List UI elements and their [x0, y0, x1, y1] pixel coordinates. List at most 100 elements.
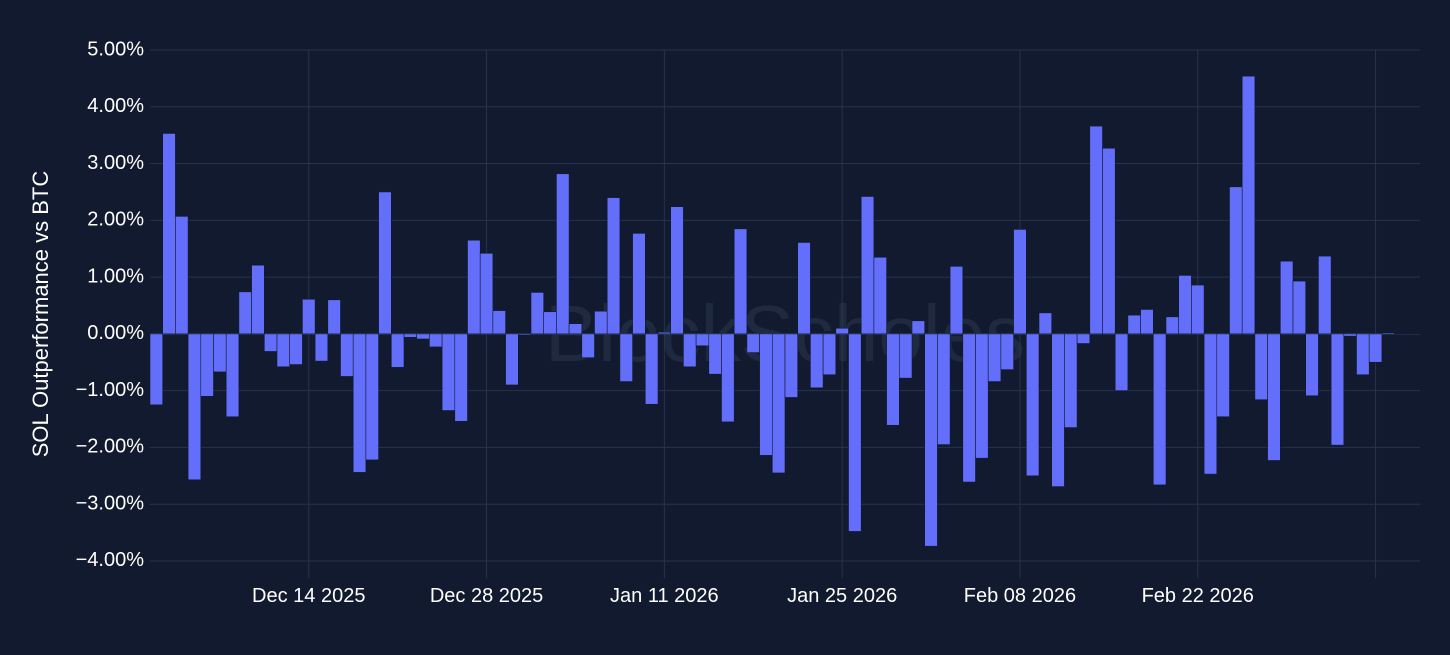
bar [416, 333, 430, 340]
bars [149, 75, 1421, 547]
bar [1203, 333, 1218, 475]
bar [543, 311, 557, 335]
y-tick-label: 2.00% [87, 209, 144, 231]
y-tick-label: −4.00% [76, 549, 145, 571]
bar [759, 333, 773, 456]
bar [213, 333, 227, 373]
bar [403, 333, 417, 338]
y-tick-label: 1.00% [87, 265, 144, 287]
bar [276, 333, 290, 368]
x-tick-label: Jan 11 2026 [610, 585, 719, 607]
bar [835, 327, 849, 335]
bar [1013, 229, 1027, 335]
bar [860, 196, 875, 335]
bar [517, 333, 532, 336]
bar [1267, 333, 1281, 461]
bar [1026, 333, 1040, 477]
bar [594, 310, 608, 335]
bar [746, 333, 760, 353]
bar [1292, 280, 1306, 335]
bar [873, 256, 887, 335]
bar [1305, 333, 1319, 397]
bar [1381, 332, 1395, 335]
bar [390, 333, 405, 368]
bar [238, 291, 252, 335]
bar [225, 333, 240, 418]
bar [683, 333, 697, 368]
x-tick-label: Dec 28 2025 [430, 585, 543, 607]
bar [606, 197, 621, 335]
bar [556, 173, 570, 335]
bar [670, 206, 684, 335]
y-axis-title: SOL Outperformance vs BTC [28, 171, 53, 458]
bar [1343, 333, 1357, 337]
bar [1229, 186, 1243, 335]
bar [810, 333, 824, 389]
y-tick-label: −3.00% [76, 492, 145, 514]
bar [962, 333, 976, 483]
bar [314, 333, 329, 362]
bar [1280, 260, 1294, 335]
bar [340, 333, 354, 377]
y-tick-label: −2.00% [76, 436, 145, 458]
bar [175, 216, 189, 335]
bar [708, 333, 722, 375]
x-tick-label: Jan 25 2026 [787, 585, 897, 607]
bar [657, 331, 671, 335]
bar [530, 292, 544, 335]
bar [632, 233, 646, 335]
bar [695, 333, 710, 347]
bar [1064, 333, 1078, 428]
bar [644, 333, 659, 405]
bar [771, 333, 786, 474]
bar [784, 333, 798, 398]
bar [1254, 333, 1268, 401]
bar [1165, 316, 1179, 335]
bar [1076, 333, 1091, 344]
bar [1216, 333, 1230, 418]
bar [581, 333, 595, 359]
bar [733, 228, 748, 335]
bar [327, 299, 341, 335]
bar [1000, 333, 1014, 370]
x-tick-label: Feb 22 2026 [1142, 585, 1254, 607]
bar [200, 333, 214, 397]
bar [1407, 333, 1421, 335]
bar [898, 333, 913, 379]
bar [479, 252, 494, 335]
bar [1127, 314, 1141, 335]
bar [454, 333, 468, 422]
bar [1241, 75, 1256, 335]
bar [1114, 333, 1129, 391]
bar [187, 333, 202, 481]
bar [797, 242, 811, 335]
bar [822, 333, 837, 376]
bar [949, 266, 964, 335]
bar [162, 133, 176, 335]
bar [263, 333, 278, 352]
bar [365, 333, 379, 461]
bar [1318, 255, 1332, 335]
y-tick-label: 3.00% [87, 152, 144, 174]
bar [924, 333, 938, 547]
bar [1038, 312, 1052, 335]
bar [619, 333, 633, 382]
bar [149, 333, 163, 406]
bar [1051, 333, 1065, 487]
bar [467, 239, 481, 335]
bar [251, 264, 265, 335]
bar [1191, 284, 1205, 335]
bar [987, 333, 1002, 382]
x-axis-ticks: Dec 14 2025 Dec 28 2025 Jan 11 2026 Jan 25 … [252, 585, 1254, 607]
bar [1153, 333, 1167, 486]
bar [352, 333, 367, 473]
bar [937, 333, 951, 445]
bar [378, 191, 392, 335]
y-tick-label: −1.00% [76, 379, 145, 401]
bar [848, 333, 862, 532]
y-axis-ticks: 5.00% 4.00% 3.00% 2.00% 1.00% 0.00% −1.00% −2.0… [76, 38, 145, 571]
bar [886, 333, 900, 426]
bar [1140, 309, 1154, 335]
